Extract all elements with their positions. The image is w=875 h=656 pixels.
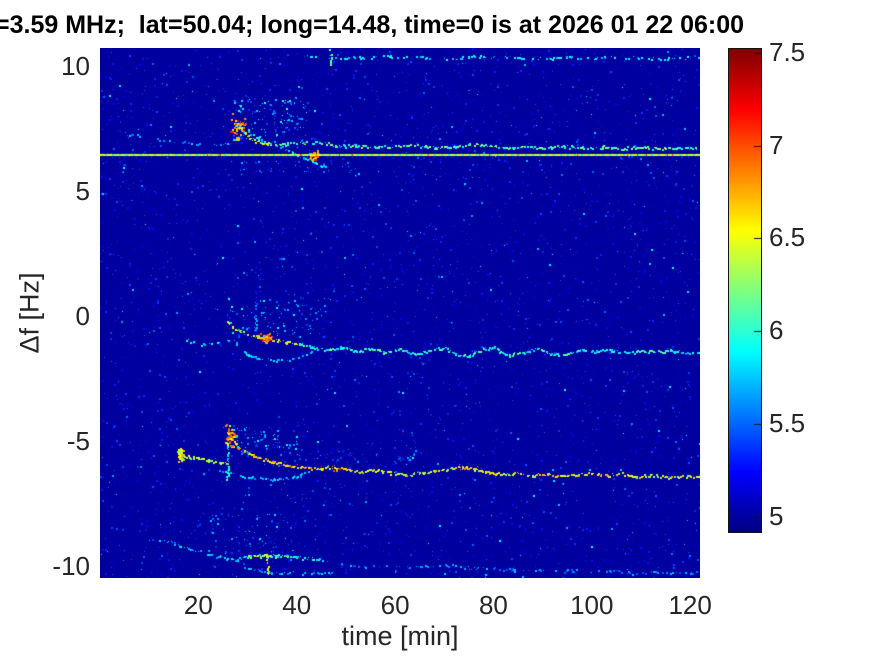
x-tick-label: 20 [183,590,213,620]
y-tick-label: 0 [75,300,90,331]
colorbar-tick-label: 5 [769,501,784,532]
chart-title: =3.59 MHz; lat=50.04; long=14.48, time=0… [0,11,745,39]
y-tick-label: 5 [75,175,90,206]
y-tick-label: 10 [61,50,90,81]
x-tick-label: 60 [380,590,410,620]
colorbar-tick-label: 7 [769,129,784,160]
x-axis-label: time [min] [341,621,459,651]
colorbar-tick-label: 6 [769,315,784,346]
y-tick-label: -5 [66,425,90,456]
x-tick-label: 40 [282,590,312,620]
colorbar-tick-label: 5.5 [769,408,806,439]
x-tick-label: 100 [570,590,614,620]
colorbar-tick-label: 6.5 [769,222,806,253]
x-tick-label: 120 [668,590,712,620]
colorbar-tick-label: 7.5 [769,36,806,67]
y-tick-label: -10 [52,550,90,581]
spectrogram-heatmap [100,48,700,578]
x-tick-label: 80 [478,590,508,620]
colorbar-gradient [728,48,762,533]
